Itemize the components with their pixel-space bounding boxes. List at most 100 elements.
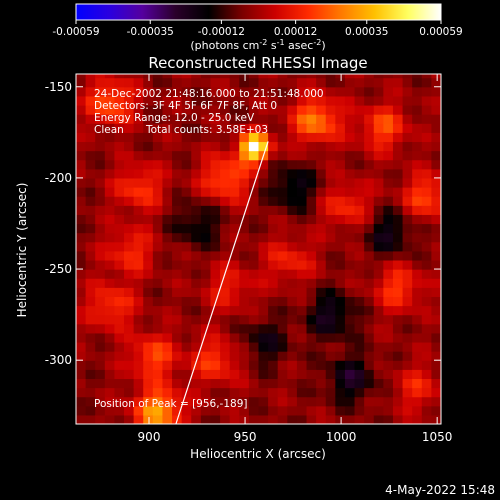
heatmap-cell [239,123,250,133]
heatmap-cell [373,287,384,297]
heatmap-cell [335,341,346,352]
heatmap-cell [76,114,87,124]
heatmap-cell [373,196,384,206]
heatmap-cell [124,360,135,370]
heatmap-cell [277,77,288,88]
heatmap-cell [200,396,212,407]
heatmap-cell [220,132,231,143]
heatmap-cell [258,168,269,179]
heatmap-cell [335,114,346,124]
heatmap-cell [373,141,384,152]
heatmap-cell [124,150,135,161]
heatmap-cell [277,104,288,115]
heatmap-cell [316,86,327,97]
heatmap-cell [152,296,164,307]
heatmap-cell [335,332,346,343]
heatmap-cell [354,269,365,279]
heatmap-cell [277,269,288,279]
heatmap-cell [239,168,250,179]
heatmap-cell [421,241,432,252]
heatmap-cell [210,369,221,380]
heatmap-cell [431,296,441,307]
heatmap-cell [104,387,116,398]
heatmap-cell [364,150,375,161]
heatmap-cell [296,159,308,170]
heatmap-cell [162,278,173,288]
heatmap-cell [325,141,336,152]
heatmap-cell [104,187,116,197]
heatmap-cell [143,177,154,188]
heatmap-cell [325,341,336,352]
heatmap-cell [229,223,240,234]
heatmap-cell [239,278,250,288]
heatmap-cell [412,177,423,188]
heatmap-cell [402,214,413,225]
heatmap-cell [431,314,441,325]
heatmap-cell [191,387,202,398]
heatmap-cell [124,168,135,179]
heatmap-cell [392,196,404,206]
heatmap-cell [172,387,183,398]
heatmap-cell [431,405,441,416]
heatmap-cell [191,287,202,297]
heatmap-cell [152,104,164,115]
heatmap-cell [364,287,375,297]
heatmap-cell [229,86,240,97]
heatmap-cell [181,74,192,79]
heatmap-cell [287,114,298,124]
heatmap-cell [200,187,212,197]
heatmap-cell [248,278,260,288]
heatmap-cell [200,387,212,398]
heatmap-cell [172,232,183,243]
heatmap-cell [76,369,87,380]
heatmap-cell [412,360,423,370]
colorbar [75,3,442,21]
heatmap-cell [392,187,404,197]
heatmap-cell [258,259,269,270]
heatmap-cell [162,332,173,343]
heatmap-cell [306,287,317,297]
heatmap-cell [181,132,192,143]
heatmap-cell [143,187,154,197]
heatmap-cell [268,269,279,279]
heatmap-cell [402,332,413,343]
heatmap-cell [344,141,356,152]
heatmap-cell [373,351,384,361]
heatmap-cell [335,323,346,334]
heatmap-cell [373,250,384,261]
heatmap-cell [248,351,260,361]
heatmap-cell [76,232,87,243]
heatmap-cell [392,369,404,380]
heatmap-cell [373,86,384,97]
heatmap-cell [402,396,413,407]
heatmap-cell [431,278,441,288]
heatmap-cell [306,369,317,380]
heatmap-cell [104,104,116,115]
heatmap-cell [344,114,356,124]
heatmap-cell [124,159,135,170]
heatmap-cell [220,114,231,124]
heatmap-cell [133,360,144,370]
heatmap-cell [325,351,336,361]
heatmap-cell [229,177,240,188]
heatmap-cell [104,196,116,206]
heatmap-cell [76,341,87,352]
heatmap-cell [76,332,87,343]
heatmap-cell [124,114,135,124]
heatmap-cell [258,360,269,370]
heatmap-cell [248,341,260,352]
heatmap-cell [277,223,288,234]
heatmap-cell [181,141,192,152]
heatmap-cell [392,150,404,161]
heatmap-cell [431,396,441,407]
heatmap-cell [181,396,192,407]
heatmap-cell [344,196,356,206]
heatmap-cell [306,77,317,88]
heatmap-cell [392,405,404,416]
heatmap-cell [412,259,423,270]
heatmap-cell [306,205,317,215]
heatmap-cell [85,86,96,97]
heatmap-cell [239,241,250,252]
heatmap-cell [220,95,231,106]
heatmap-cell [421,369,432,380]
